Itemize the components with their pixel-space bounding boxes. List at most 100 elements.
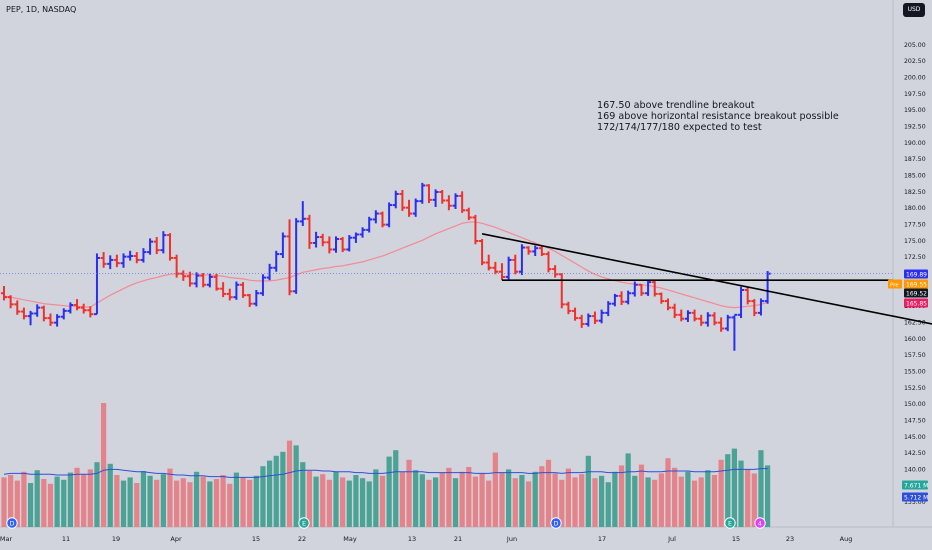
volume-bar xyxy=(220,475,226,527)
ohlc-bar xyxy=(611,293,618,307)
time-tick-label: Jun xyxy=(506,535,517,543)
ohlc-bar xyxy=(578,314,585,328)
drawn-lines[interactable] xyxy=(0,233,932,325)
ohlc-bar xyxy=(206,273,213,288)
volume-bar xyxy=(81,474,87,527)
volume-bar xyxy=(233,472,239,527)
ohlc-bar xyxy=(193,272,200,288)
volume-pane xyxy=(1,403,771,527)
volume-bar xyxy=(101,403,107,527)
volume-bar xyxy=(34,470,40,527)
volume-bar xyxy=(698,477,704,527)
price-tick-label: 195.00 xyxy=(904,107,926,114)
ohlc-bar xyxy=(366,216,373,233)
symbol-title[interactable]: PEP, 1D, NASDAQ xyxy=(6,5,77,14)
price-tick-label: 185.00 xyxy=(904,173,926,180)
event-marker-label: D xyxy=(9,520,14,528)
ohlc-bar xyxy=(605,301,612,317)
volume-bar xyxy=(8,475,14,527)
time-tick-label: Jul xyxy=(667,535,676,543)
volume-bar xyxy=(519,475,525,527)
volume-bar xyxy=(751,473,757,527)
volume-bar xyxy=(718,459,724,527)
volume-bar xyxy=(207,481,213,527)
ohlc-bar xyxy=(67,302,74,314)
ohlc-bar xyxy=(645,279,652,296)
ohlc-bar xyxy=(87,306,94,318)
volume-bar xyxy=(711,475,718,527)
ohlc-bar xyxy=(186,271,193,287)
volume-bar xyxy=(506,469,512,527)
volume-bar xyxy=(21,471,27,527)
volume-bar xyxy=(14,480,20,527)
ohlc-bar xyxy=(200,273,207,288)
volume-bar xyxy=(439,472,445,527)
volume-bar xyxy=(579,474,585,527)
ohlc-bar xyxy=(226,288,233,301)
price-label-box xyxy=(904,269,928,279)
ohlc-bar xyxy=(558,273,565,309)
price-tick-label: 187.50 xyxy=(904,156,926,163)
volume-bar xyxy=(326,479,332,527)
ohlc-bar xyxy=(100,252,107,268)
time-tick-label: 15 xyxy=(252,535,260,543)
volume-bar xyxy=(300,462,306,527)
volume-bar xyxy=(552,473,558,527)
time-tick-label: 21 xyxy=(454,535,462,543)
event-marker: E xyxy=(724,517,736,529)
event-marker-circle xyxy=(724,517,736,529)
volume-bar xyxy=(320,474,326,527)
ohlc-bar xyxy=(1,286,7,301)
volume-ma-line xyxy=(3,468,768,478)
volume-bar xyxy=(486,480,492,527)
ohlc-bar xyxy=(339,237,346,253)
price-tick-label: 190.00 xyxy=(904,140,926,147)
ohlc-bar xyxy=(598,309,605,324)
ohlc-bar xyxy=(538,245,545,257)
price-label-tag-text: Pre xyxy=(890,282,899,288)
ohlc-bar xyxy=(107,255,114,270)
volume-bar xyxy=(147,475,153,527)
time-axis[interactable]: Mar 11 19 Apr 15 22 May 13 21 Jun 17 Jul 15 23 Aug xyxy=(0,535,852,543)
event-markers[interactable]: D E D E 4 xyxy=(6,517,766,529)
volume-bar xyxy=(725,454,731,527)
volume-bar xyxy=(632,475,638,527)
ohlc-bar xyxy=(299,201,306,226)
time-tick-label: 23 xyxy=(786,535,794,543)
ohlc-bar xyxy=(279,232,286,258)
time-tick-label: Mar xyxy=(0,535,12,543)
volume-bar xyxy=(559,479,565,527)
ohlc-bar xyxy=(698,314,705,326)
ohlc-bar xyxy=(346,235,353,252)
text-annotation[interactable]: 167.50 above trendline breakout 169 abov… xyxy=(597,100,839,133)
ohlc-bar xyxy=(425,184,432,204)
ohlc-bar xyxy=(80,303,87,314)
volume-bar xyxy=(652,479,658,527)
ohlc-bar xyxy=(479,239,486,266)
ohlc-bar xyxy=(379,211,386,228)
volume-bar xyxy=(140,471,147,527)
volume-bar xyxy=(599,475,605,527)
currency-button[interactable]: USD xyxy=(903,3,925,17)
ohlc-bar xyxy=(532,245,539,257)
ohlc-bar xyxy=(572,307,579,321)
ohlc-bar xyxy=(153,237,160,255)
price-tick-label: 172.50 xyxy=(904,254,926,261)
ohlc-bar xyxy=(691,309,698,322)
ohlc-bar xyxy=(399,190,406,211)
price-tick-label: 152.50 xyxy=(904,385,926,392)
ohlc-bar xyxy=(731,313,738,351)
volume-bar xyxy=(67,472,73,527)
event-marker-label: E xyxy=(728,520,732,528)
ohlc-bar xyxy=(54,314,61,327)
volume-bar xyxy=(267,460,273,527)
ohlc-bar xyxy=(751,299,758,317)
event-marker-circle xyxy=(298,517,310,529)
volume-bar xyxy=(765,465,771,527)
ohlc-bar xyxy=(525,246,532,255)
ohlc-bar xyxy=(432,189,439,208)
ohlc-bar xyxy=(246,293,253,307)
event-marker-label: E xyxy=(302,520,306,528)
